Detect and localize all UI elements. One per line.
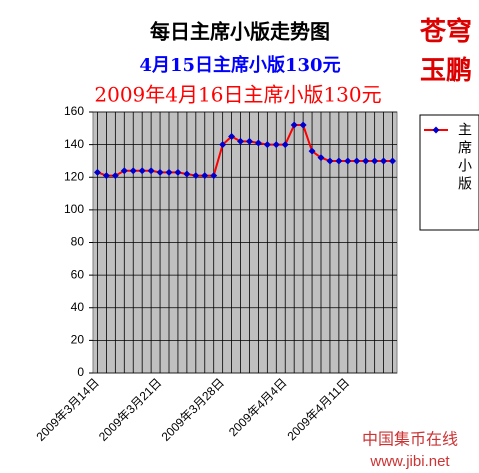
marker [174, 168, 182, 176]
legend-box [419, 114, 479, 231]
marker [111, 172, 119, 180]
marker [165, 168, 173, 176]
legend-marker [432, 126, 440, 134]
marker [272, 141, 280, 149]
x-tick-label: 2009年3月21日 [96, 375, 164, 443]
marker [371, 157, 379, 165]
marker [380, 157, 388, 165]
watermark: 玉鹏 [420, 56, 472, 86]
marker [138, 167, 146, 175]
marker [210, 172, 218, 180]
legend-label: 主席小版 [456, 122, 472, 194]
marker [290, 121, 298, 129]
marker [308, 147, 316, 155]
logo-text: 中国集币在线 [362, 430, 458, 449]
marker [344, 157, 352, 165]
y-tick-label: 160 [64, 104, 84, 118]
watermark: 苍穹 [419, 16, 472, 47]
marker [93, 168, 101, 176]
marker [299, 121, 307, 129]
y-tick-label: 20 [71, 333, 85, 347]
marker [219, 141, 227, 149]
marker [353, 157, 361, 165]
marker [317, 154, 325, 162]
marker [228, 132, 236, 140]
y-tick-label: 60 [71, 267, 85, 281]
marker [263, 141, 271, 149]
marker [147, 167, 155, 175]
marker [362, 157, 370, 165]
y-tick-label: 80 [71, 235, 85, 249]
marker [254, 139, 262, 147]
marker [183, 170, 191, 178]
x-tick-label: 2009年4月11日 [284, 375, 352, 443]
marker [129, 167, 137, 175]
chart-subtitle: 4月15日主席小版130元 [139, 54, 340, 76]
y-tick-label: 100 [64, 202, 84, 216]
marker [326, 157, 334, 165]
chart-title: 每日主席小版走势图 [150, 20, 330, 44]
y-tick-label: 0 [77, 365, 84, 379]
marker [335, 157, 343, 165]
y-tick-label: 140 [64, 137, 84, 151]
x-tick-label: 2009年4月4日 [226, 375, 290, 439]
marker [281, 141, 289, 149]
marker [120, 167, 128, 175]
marker [201, 172, 209, 180]
marker [102, 172, 110, 180]
marker [245, 137, 253, 145]
marker [192, 172, 200, 180]
chart-subtitle: 2009年4月16日主席小版130元 [94, 83, 381, 107]
x-tick-label: 2009年3月14日 [33, 375, 101, 443]
x-tick-label: 2009年3月28日 [159, 375, 227, 443]
marker [237, 137, 245, 145]
series-line [97, 124, 393, 177]
logo-url: www.jibi.net [369, 453, 450, 470]
y-tick-label: 120 [64, 169, 84, 183]
marker [156, 168, 164, 176]
marker [389, 157, 397, 165]
y-tick-label: 40 [71, 300, 85, 314]
